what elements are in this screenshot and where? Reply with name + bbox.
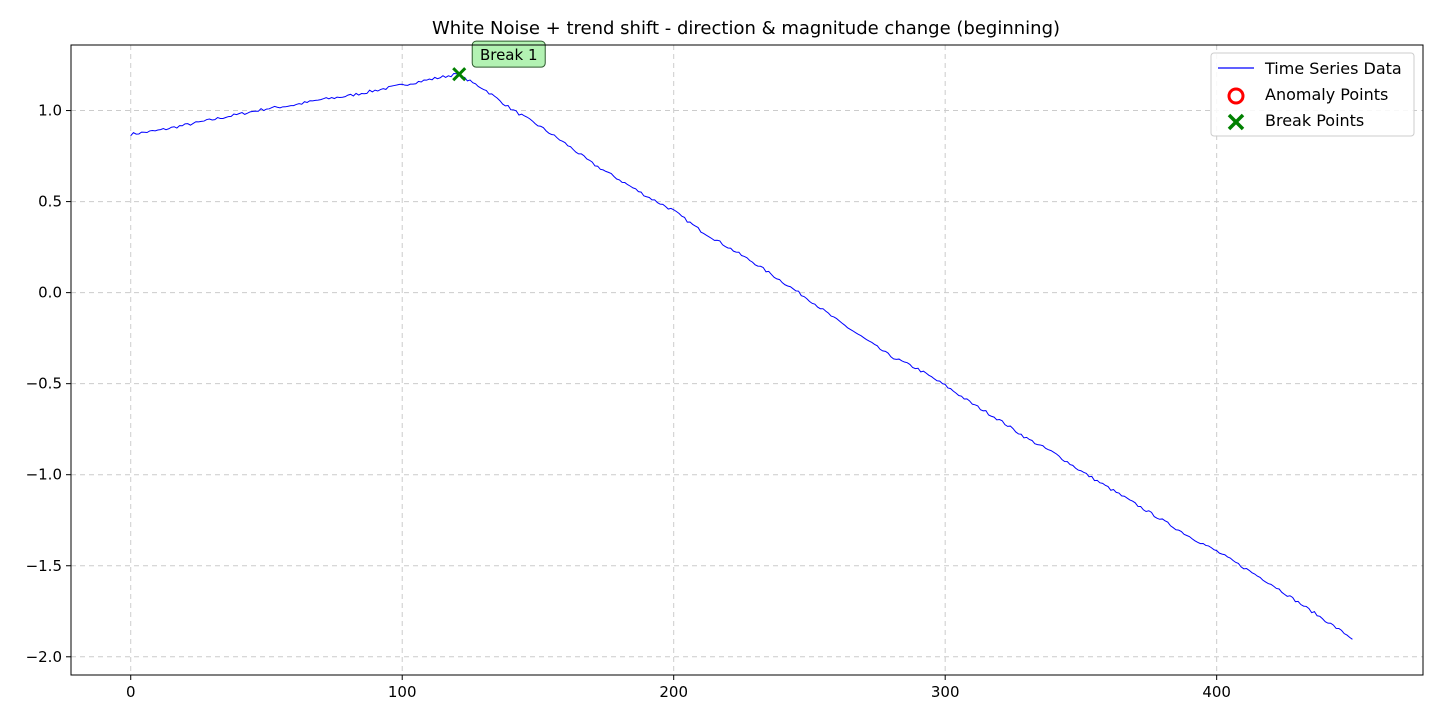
legend: Time Series Data Anomaly Points Break Po…	[1210, 52, 1415, 137]
series-line	[130, 72, 1353, 640]
legend-label-break: Break Points	[1265, 111, 1364, 130]
y-tick-label: −1.0	[26, 466, 62, 484]
x-tick-label: 0	[126, 683, 136, 701]
y-tick-label: 0.5	[38, 193, 62, 211]
break-label: Break 1	[480, 46, 538, 64]
x-tick-label: 200	[659, 683, 688, 701]
grid	[71, 45, 1423, 675]
plot-frame	[70, 44, 1424, 676]
y-tick-label: 0.0	[38, 284, 62, 302]
x-tick-label: 400	[1202, 683, 1231, 701]
legend-break-icon	[1227, 113, 1245, 131]
legend-box	[1210, 52, 1415, 137]
y-tick-label: −1.5	[26, 557, 62, 575]
y-tick-label: −2.0	[26, 648, 62, 666]
series-layer	[130, 72, 1353, 640]
break-point-marker	[452, 67, 467, 82]
axes: 0 100 200 300 400 1.0 0.5 0.0 −0.5 −1.0 −1.5 −2.0	[26, 102, 1231, 701]
legend-label-anomaly: Anomaly Points	[1265, 85, 1388, 104]
legend-label-series: Time Series Data	[1264, 59, 1402, 78]
break-label-box	[471, 40, 546, 68]
chart-title: White Noise + trend shift - direction & …	[432, 18, 1060, 39]
y-tick-label: 1.0	[38, 102, 62, 120]
x-tick-label: 300	[931, 683, 960, 701]
legend-anomaly-icon	[1227, 87, 1245, 105]
markers-layer: Break 1	[452, 40, 546, 82]
y-tick-label: −0.5	[26, 375, 62, 393]
x-tick-label: 100	[388, 683, 417, 701]
